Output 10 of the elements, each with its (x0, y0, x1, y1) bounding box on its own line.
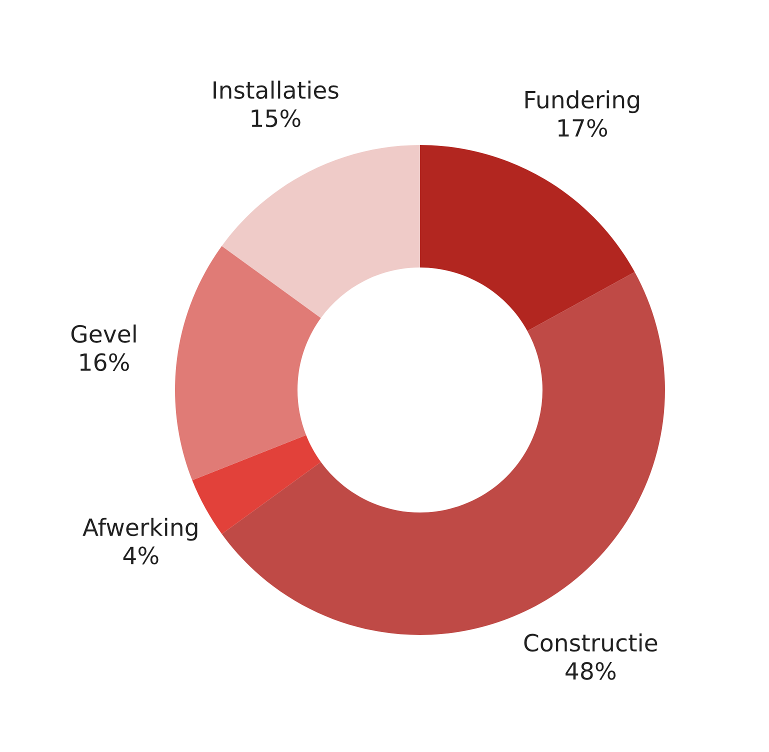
slice-label: Installaties (214, 80, 338, 99)
slice-label: Gevel (71, 324, 136, 343)
data-label: 4% (123, 546, 158, 564)
slice-label: Afwerking (82, 518, 198, 541)
slice-label: Fundering (525, 90, 639, 114)
data-label: 16% (80, 353, 129, 372)
data-label: 48% (566, 662, 616, 680)
slice-label: Constructie (524, 633, 658, 652)
data-label: 17% (558, 118, 608, 137)
data-label: 15% (252, 109, 300, 128)
